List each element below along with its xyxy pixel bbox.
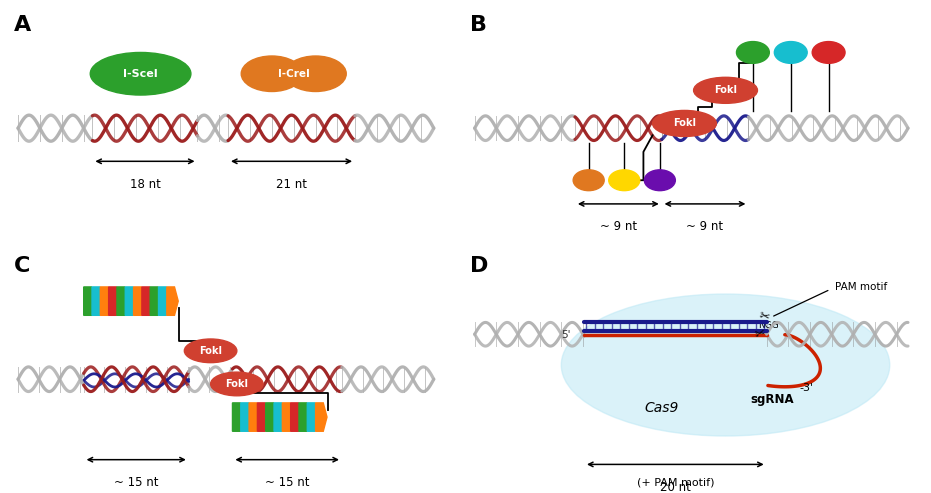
Polygon shape	[274, 403, 286, 431]
Text: I-SceI: I-SceI	[123, 69, 158, 79]
Polygon shape	[233, 403, 244, 431]
Ellipse shape	[775, 41, 807, 63]
Text: FokI: FokI	[673, 118, 696, 129]
Ellipse shape	[812, 41, 845, 63]
Text: A: A	[14, 15, 31, 35]
Polygon shape	[307, 403, 318, 431]
Text: ✂: ✂	[753, 327, 766, 342]
Text: sgRNA: sgRNA	[750, 392, 794, 406]
Text: ~ 15 nt: ~ 15 nt	[265, 476, 309, 489]
Text: FokI: FokI	[714, 85, 737, 95]
Text: 18 nt: 18 nt	[129, 178, 160, 191]
Ellipse shape	[573, 170, 604, 191]
Text: FokI: FokI	[225, 379, 249, 389]
Text: ~ 15 nt: ~ 15 nt	[114, 476, 158, 489]
Ellipse shape	[184, 339, 236, 363]
Text: ~ 9 nt: ~ 9 nt	[686, 220, 723, 234]
Text: 5': 5'	[560, 330, 571, 341]
Ellipse shape	[653, 110, 717, 137]
Ellipse shape	[210, 372, 263, 396]
Text: D: D	[470, 256, 489, 276]
Text: NGG: NGG	[759, 321, 779, 330]
Polygon shape	[316, 403, 327, 431]
Text: FokI: FokI	[199, 346, 223, 356]
Polygon shape	[290, 403, 302, 431]
Polygon shape	[282, 403, 294, 431]
Text: PAM motif: PAM motif	[835, 282, 887, 292]
Ellipse shape	[561, 294, 890, 436]
Polygon shape	[84, 287, 95, 316]
Text: I-CreI: I-CreI	[277, 69, 310, 79]
Text: -3': -3'	[800, 383, 814, 393]
Polygon shape	[150, 287, 162, 316]
Ellipse shape	[736, 41, 769, 63]
Polygon shape	[92, 287, 103, 316]
Polygon shape	[265, 403, 277, 431]
Polygon shape	[126, 287, 137, 316]
Polygon shape	[250, 403, 261, 431]
Polygon shape	[241, 403, 252, 431]
Text: (+ PAM motif): (+ PAM motif)	[637, 477, 714, 487]
Polygon shape	[142, 287, 154, 316]
Ellipse shape	[241, 56, 303, 92]
Text: 21 nt: 21 nt	[277, 178, 307, 191]
Text: B: B	[470, 15, 487, 35]
Polygon shape	[167, 287, 178, 316]
Polygon shape	[133, 287, 145, 316]
Text: ✂: ✂	[758, 309, 771, 324]
Polygon shape	[117, 287, 128, 316]
Ellipse shape	[90, 52, 191, 95]
Polygon shape	[158, 287, 170, 316]
Text: ~ 9 nt: ~ 9 nt	[600, 220, 637, 234]
Ellipse shape	[644, 170, 675, 191]
Ellipse shape	[694, 77, 758, 104]
Ellipse shape	[285, 56, 346, 92]
Polygon shape	[257, 403, 269, 431]
Polygon shape	[299, 403, 310, 431]
Ellipse shape	[609, 170, 640, 191]
Text: Cas9: Cas9	[644, 401, 679, 415]
Text: C: C	[14, 256, 30, 276]
Text: 20 nt: 20 nt	[660, 481, 691, 493]
Polygon shape	[101, 287, 112, 316]
Polygon shape	[109, 287, 120, 316]
